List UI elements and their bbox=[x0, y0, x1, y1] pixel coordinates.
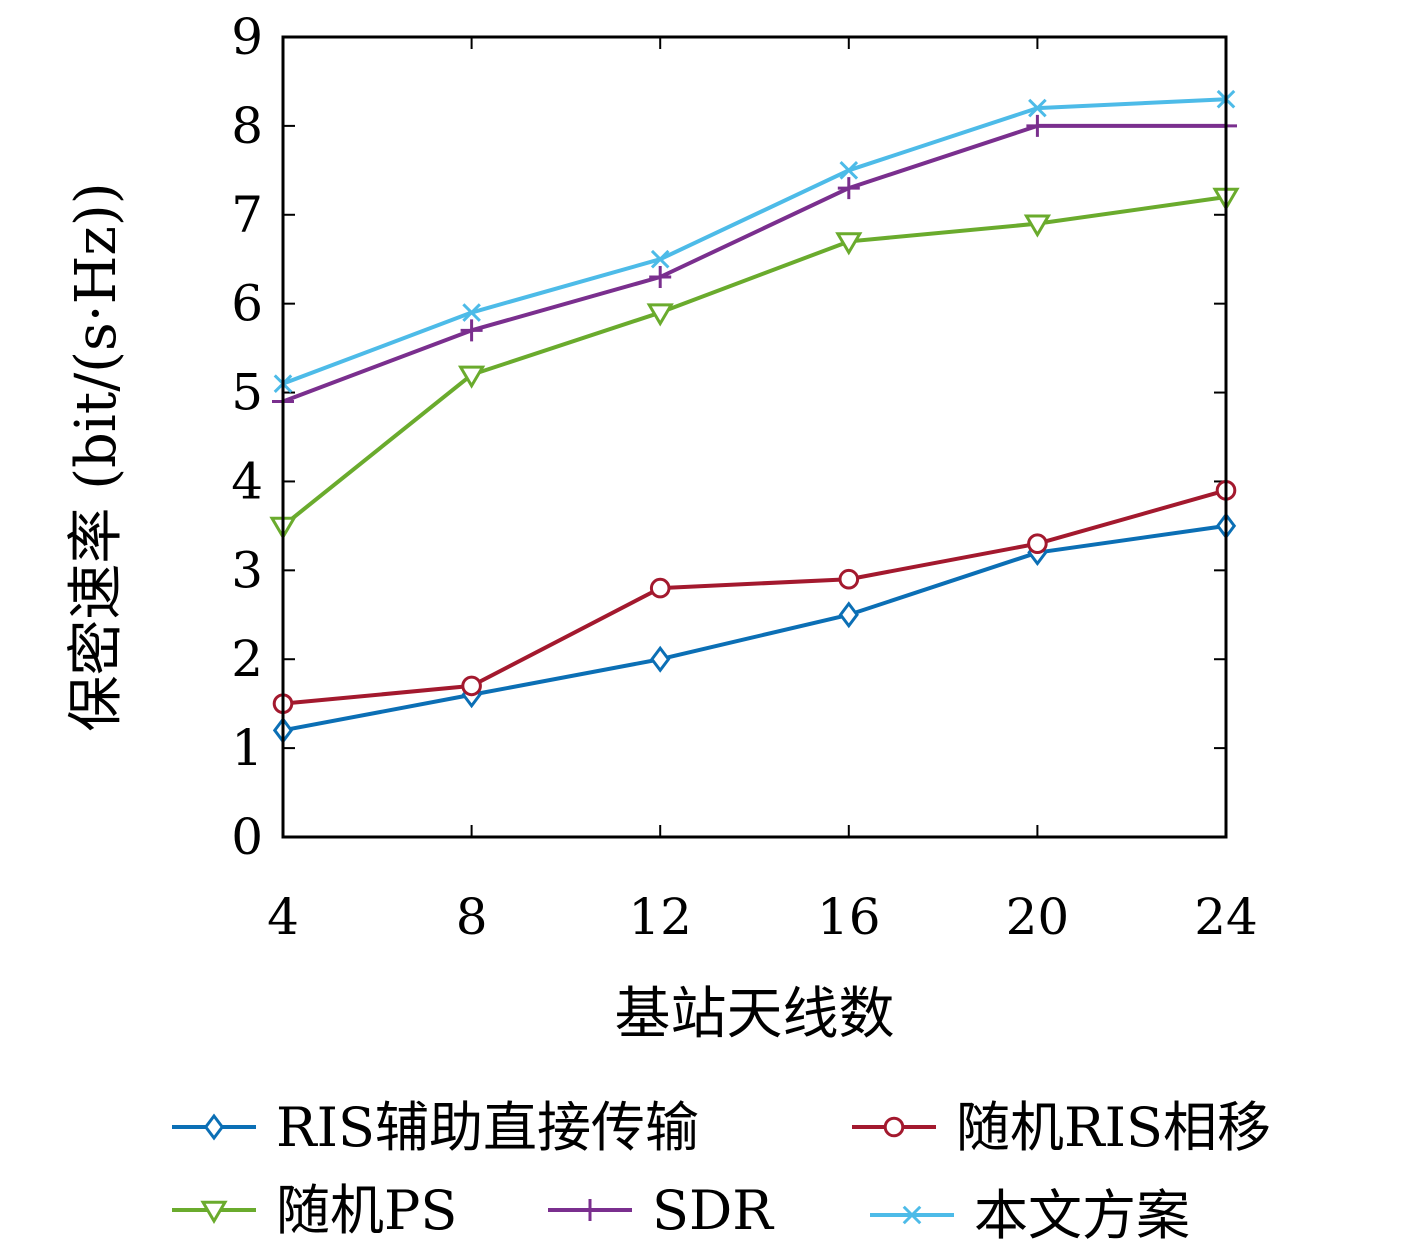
data-point bbox=[1028, 98, 1047, 118]
data-point bbox=[460, 319, 483, 342]
legend-label: 本文方案 bbox=[974, 1184, 1190, 1247]
data-point bbox=[835, 232, 863, 256]
y-tick-label: 6 bbox=[231, 275, 263, 333]
x-tick-label: 16 bbox=[817, 888, 881, 946]
y-tick-label: 0 bbox=[231, 808, 263, 866]
legend-label: RIS辅助直接传输 bbox=[276, 1096, 699, 1159]
legend-item-3: SDR bbox=[548, 1179, 774, 1242]
y-tick-label: 1 bbox=[231, 719, 263, 777]
data-point bbox=[457, 365, 486, 389]
series-4 bbox=[273, 89, 1236, 393]
y-tick-label: 8 bbox=[231, 97, 263, 155]
y-tick-label: 9 bbox=[231, 8, 263, 66]
legend-marker bbox=[883, 1116, 905, 1138]
legend-item-0: RIS辅助直接传输 bbox=[172, 1096, 699, 1159]
data-point bbox=[839, 161, 859, 180]
legend-marker bbox=[200, 1200, 228, 1224]
data-point bbox=[650, 249, 670, 269]
y-tick-label: 2 bbox=[231, 630, 263, 688]
legend-marker bbox=[579, 1199, 601, 1221]
x-tick-label: 20 bbox=[1006, 888, 1070, 946]
data-point bbox=[837, 177, 860, 200]
y-tick-label: 7 bbox=[231, 186, 263, 244]
plot-frame bbox=[281, 35, 1228, 839]
y-tick-label: 3 bbox=[231, 541, 263, 599]
legend-label: 随机RIS相移 bbox=[956, 1096, 1271, 1159]
y-tick-label: 4 bbox=[231, 452, 263, 510]
series-2 bbox=[269, 187, 1240, 540]
data-point bbox=[1027, 533, 1048, 554]
x-axis-ticks: 4 8 12 16 20 24 bbox=[267, 37, 1258, 946]
series-3 bbox=[272, 114, 1237, 413]
x-tick-label: 24 bbox=[1194, 888, 1258, 946]
series-1 bbox=[272, 480, 1237, 714]
series-0 bbox=[272, 512, 1237, 744]
data-point bbox=[462, 303, 481, 322]
x-tick-label: 8 bbox=[456, 888, 488, 946]
data-point bbox=[650, 645, 671, 673]
y-axis-label: 保密速率 (bit/(s·Hz)) bbox=[64, 182, 129, 731]
series-line bbox=[282, 123, 1226, 404]
data-point bbox=[646, 303, 674, 327]
legend-marker bbox=[902, 1205, 922, 1225]
series-line bbox=[281, 195, 1227, 528]
y-axis-ticks: 0 1 2 3 4 5 6 7 8 9 bbox=[231, 8, 1226, 866]
legend-item-2: 随机PS bbox=[172, 1179, 457, 1242]
data-point bbox=[838, 568, 860, 590]
legend-item-1: 随机RIS相移 bbox=[852, 1096, 1271, 1159]
plot-series bbox=[269, 89, 1240, 744]
data-point bbox=[461, 675, 482, 697]
legend-item-4: 本文方案 bbox=[870, 1184, 1190, 1247]
data-point bbox=[1023, 214, 1052, 238]
legend-label: 随机PS bbox=[276, 1179, 457, 1242]
legend-label: SDR bbox=[652, 1179, 774, 1242]
series-line bbox=[282, 97, 1227, 386]
x-tick-label: 4 bbox=[267, 888, 299, 946]
series-line bbox=[282, 488, 1227, 706]
legend-marker bbox=[203, 1113, 225, 1141]
x-tick-label: 12 bbox=[628, 888, 692, 946]
data-point bbox=[838, 601, 859, 629]
data-point bbox=[649, 577, 671, 599]
series-line bbox=[282, 523, 1227, 733]
data-point bbox=[1026, 114, 1049, 137]
data-point bbox=[649, 266, 672, 288]
x-axis-label: 基站天线数 bbox=[615, 982, 895, 1047]
y-tick-label: 5 bbox=[231, 364, 263, 422]
